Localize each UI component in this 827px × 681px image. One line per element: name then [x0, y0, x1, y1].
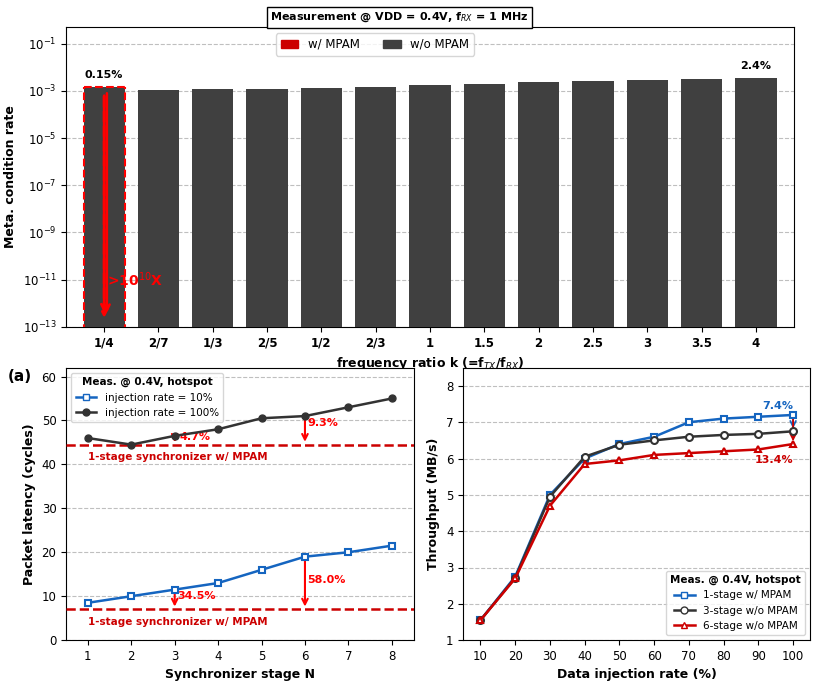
Bar [735, 332, 777, 681]
Bar [138, 90, 179, 681]
Text: 13.4%: 13.4% [754, 455, 793, 465]
X-axis label: Synchronizer stage N: Synchronizer stage N [165, 669, 315, 681]
Bar [735, 78, 777, 681]
Bar [84, 86, 125, 681]
Bar [355, 332, 396, 681]
Bar [518, 332, 559, 681]
Text: 58.0%: 58.0% [307, 575, 346, 585]
Y-axis label: Meta. condition rate: Meta. condition rate [4, 106, 17, 249]
Bar [192, 332, 233, 681]
Bar [464, 84, 505, 681]
Bar [301, 332, 342, 681]
Bar [355, 86, 396, 681]
Bar [681, 332, 722, 681]
Bar [572, 81, 614, 681]
Bar [192, 89, 233, 681]
Text: (a): (a) [8, 369, 32, 384]
Bar [301, 88, 342, 681]
Text: 34.5%: 34.5% [177, 592, 215, 601]
Text: 0.15%: 0.15% [85, 69, 123, 80]
Bar [572, 332, 614, 681]
X-axis label: frequency ratio k (=f$_{TX}$/f$_{RX}$): frequency ratio k (=f$_{TX}$/f$_{RX}$) [336, 355, 524, 372]
Bar [84, 332, 125, 681]
Y-axis label: Packet latency (cycles): Packet latency (cycles) [23, 423, 36, 585]
X-axis label: Data injection rate (%): Data injection rate (%) [557, 669, 717, 681]
Text: 1-stage synchronizer w/ MPAM: 1-stage synchronizer w/ MPAM [88, 452, 267, 462]
Text: 2.4%: 2.4% [740, 61, 772, 71]
Bar [518, 82, 559, 681]
Bar [138, 332, 179, 681]
Text: Measurement @ VDD = 0.4V, f$_{RX}$ = 1 MHz: Measurement @ VDD = 0.4V, f$_{RX}$ = 1 M… [270, 11, 528, 25]
Bar [246, 332, 288, 681]
Bar [246, 89, 288, 681]
Text: 7.4%: 7.4% [762, 401, 793, 411]
Legend: injection rate = 10%, injection rate = 100%: injection rate = 10%, injection rate = 1… [71, 373, 223, 422]
Bar [409, 332, 451, 681]
Text: 4.7%: 4.7% [179, 432, 210, 442]
Y-axis label: Throughput (MB/s): Throughput (MB/s) [428, 438, 440, 570]
Bar [627, 80, 668, 681]
Bar [681, 79, 722, 681]
Text: 1-stage synchronizer w/ MPAM: 1-stage synchronizer w/ MPAM [88, 617, 267, 627]
Legend: 1-stage w/ MPAM, 3-stage w/o MPAM, 6-stage w/o MPAM: 1-stage w/ MPAM, 3-stage w/o MPAM, 6-sta… [667, 571, 805, 635]
Bar [464, 332, 505, 681]
Bar [409, 86, 451, 681]
Text: 9.3%: 9.3% [307, 418, 338, 428]
Text: >10$^{10}$X: >10$^{10}$X [107, 270, 163, 289]
Legend: w/ MPAM, w/o MPAM: w/ MPAM, w/o MPAM [276, 33, 474, 56]
Bar [627, 332, 668, 681]
